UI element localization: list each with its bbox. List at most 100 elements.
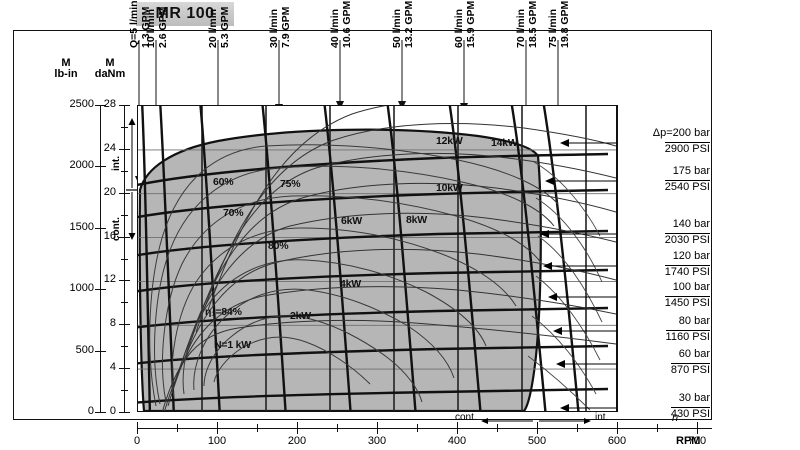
rpm-minor-tick (177, 424, 178, 432)
efficiency-label: 60% (213, 176, 234, 188)
y-ruler-danm (124, 105, 125, 412)
pressure-label-bar: 80 bar (678, 315, 710, 327)
pressure-label-panel: Δp=200 bar 2900 PSI 175 bar 2540 PSI 140 bar… (617, 105, 712, 420)
power-label: 10kW (436, 182, 463, 194)
pressure-label-row: 80 bar 1160 PSI (665, 315, 710, 345)
y-tick-lbin (95, 289, 106, 290)
duty-bottom-cont-label: cont. (455, 412, 477, 423)
y-tick-lbin (95, 412, 106, 413)
power-label: 12kW (436, 135, 463, 147)
y-tick-label-danm: 0 (109, 405, 116, 417)
duty-bottom-annotation: cont. int. (455, 412, 635, 428)
y-tick-danm (119, 237, 130, 238)
rpm-minor-tick (257, 424, 258, 432)
pressure-label-bar: 140 bar (672, 218, 710, 230)
cont-arrow-icon (481, 418, 533, 424)
rpm-minor-tick (497, 424, 498, 432)
y-tick-label-danm: 4 (109, 361, 116, 374)
pressure-label-psi: 2030 PSI (664, 233, 710, 246)
plot-svg (138, 106, 616, 411)
rpm-tick (377, 422, 378, 434)
y-tick-label-danm: 28 (103, 98, 116, 110)
rpm-tick (537, 422, 538, 434)
rpm-tick (457, 422, 458, 434)
efficiency-label: 70% (223, 207, 244, 219)
rpm-ruler-line (137, 428, 712, 429)
duty-int-label: int. (111, 156, 122, 171)
model-title-badge: MR 100 (136, 2, 234, 26)
rpm-tick-label: 0 (133, 435, 141, 447)
rpm-tick (137, 422, 138, 434)
flow-leader-line (275, 40, 283, 113)
y-tick-lbin (95, 166, 106, 167)
y-tick-label-lbin: 1500 (69, 220, 94, 233)
pressure-label-psi: 1160 PSI (665, 330, 710, 343)
y-minor-tick-danm (121, 127, 128, 128)
chart-outer-frame (13, 30, 712, 420)
rpm-tick-label: 700 (687, 435, 707, 447)
intermittent-zone-lines (527, 161, 603, 411)
y-minor-tick-danm (121, 390, 128, 391)
duty-bottom-int-label: int. (595, 412, 609, 423)
x-axis-unit: RPM (676, 435, 701, 447)
pressure-label-psi: 870 PSI (670, 363, 710, 376)
pressure-label-row: Δp=200 bar 2900 PSI (653, 127, 710, 157)
y-tick-danm (119, 324, 130, 325)
power-label: 8kW (406, 214, 427, 226)
x-axis-symbol: n (672, 412, 679, 424)
y-minor-tick-danm (121, 215, 128, 216)
y-tick-lbin (95, 105, 106, 106)
rpm-tick (697, 422, 698, 434)
pressure-label-bar: Δp=200 bar (652, 127, 710, 139)
y-tick-danm (119, 412, 130, 413)
pressure-label-psi: 1740 PSI (664, 265, 710, 278)
rpm-tick (617, 422, 618, 434)
y-tick-danm (119, 368, 130, 369)
rpm-minor-tick (577, 424, 578, 432)
pressure-label-psi: 2540 PSI (664, 180, 710, 193)
int-arrow-icon (539, 418, 591, 424)
duty-cont-label: cont. (111, 217, 122, 241)
y-tick-danm (119, 149, 130, 150)
axis-symbol-lbin: M (61, 57, 71, 69)
y-tick-label-lbin: 1000 (69, 282, 94, 295)
rpm-tick-label: 100 (207, 435, 227, 447)
rpm-tick (217, 422, 218, 434)
rpm-minor-tick (417, 424, 418, 432)
axis-caption-lbin: M lb-in (44, 58, 88, 80)
rpm-minor-tick (337, 424, 338, 432)
y-tick-label-danm: 12 (103, 273, 116, 286)
power-label: N=1 kW (214, 339, 252, 351)
y-tick-danm (119, 193, 130, 194)
y-tick-label-lbin: 500 (75, 343, 94, 356)
pressure-label-row: 100 bar 1450 PSI (664, 281, 710, 311)
rpm-tick-label: 200 (287, 435, 307, 447)
y-minor-tick-danm (121, 346, 128, 347)
flow-leader-line (460, 40, 468, 112)
y-ruler-lbin (100, 105, 101, 412)
rpm-tick-label: 300 (367, 435, 387, 447)
y-tick-lbin (95, 228, 106, 229)
efficiency-label: η₁=84% (205, 306, 242, 318)
y-minor-tick-danm (121, 302, 128, 303)
y-tick-danm (119, 280, 130, 281)
flow-leader-line (398, 40, 406, 110)
pressure-label-bar: 100 bar (672, 281, 710, 293)
power-label: 2kW (290, 310, 311, 322)
axis-unit-danm: daNm (94, 68, 126, 80)
pressure-label-psi: 1450 PSI (664, 296, 710, 309)
efficiency-contours (149, 144, 559, 407)
model-title-text: MR 100 (155, 5, 215, 22)
rpm-tick-label: 400 (447, 435, 467, 447)
y-tick-lbin (95, 351, 106, 352)
pressure-label-row: 140 bar 2030 PSI (664, 218, 710, 248)
pressure-label-psi: 430 PSI (670, 407, 710, 420)
rpm-tick-label: 500 (527, 435, 547, 447)
y-tick-label-danm: 24 (103, 141, 116, 154)
pressure-label-row: 175 bar 2540 PSI (664, 165, 710, 195)
pressure-label-bar: 30 bar (678, 392, 710, 404)
efficiency-label: 75% (280, 178, 301, 190)
y-tick-danm (119, 105, 130, 106)
rpm-minor-tick (657, 424, 658, 432)
